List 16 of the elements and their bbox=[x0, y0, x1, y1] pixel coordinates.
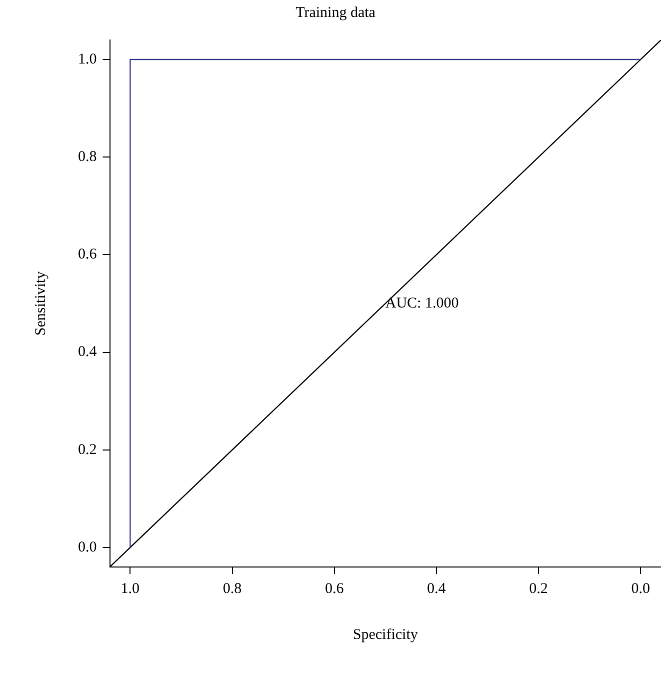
x-axis-title: Specificity bbox=[352, 626, 418, 643]
y-tick-label: 0.2 bbox=[78, 442, 97, 458]
y-tick-label: 0.6 bbox=[78, 246, 98, 263]
y-tick-label: 1.0 bbox=[78, 51, 97, 68]
x-tick-label: 0.2 bbox=[529, 580, 548, 597]
y-tick-label: 0.0 bbox=[78, 539, 97, 556]
x-tick-label: 0.4 bbox=[427, 580, 446, 597]
annotation: AUC: 1.000 bbox=[385, 295, 459, 312]
x-tick-label: 0.0 bbox=[631, 580, 650, 597]
x-tick-label: 1.0 bbox=[120, 580, 140, 597]
x-tick-label: 0.8 bbox=[222, 580, 242, 597]
y-tick-label: 0.8 bbox=[78, 149, 97, 166]
chart-title: Training data bbox=[296, 4, 376, 21]
y-axis-title: Sensitivity bbox=[32, 270, 49, 336]
y-tick-label: 0.4 bbox=[78, 344, 98, 360]
x-tick-label: 0.6 bbox=[324, 580, 344, 597]
